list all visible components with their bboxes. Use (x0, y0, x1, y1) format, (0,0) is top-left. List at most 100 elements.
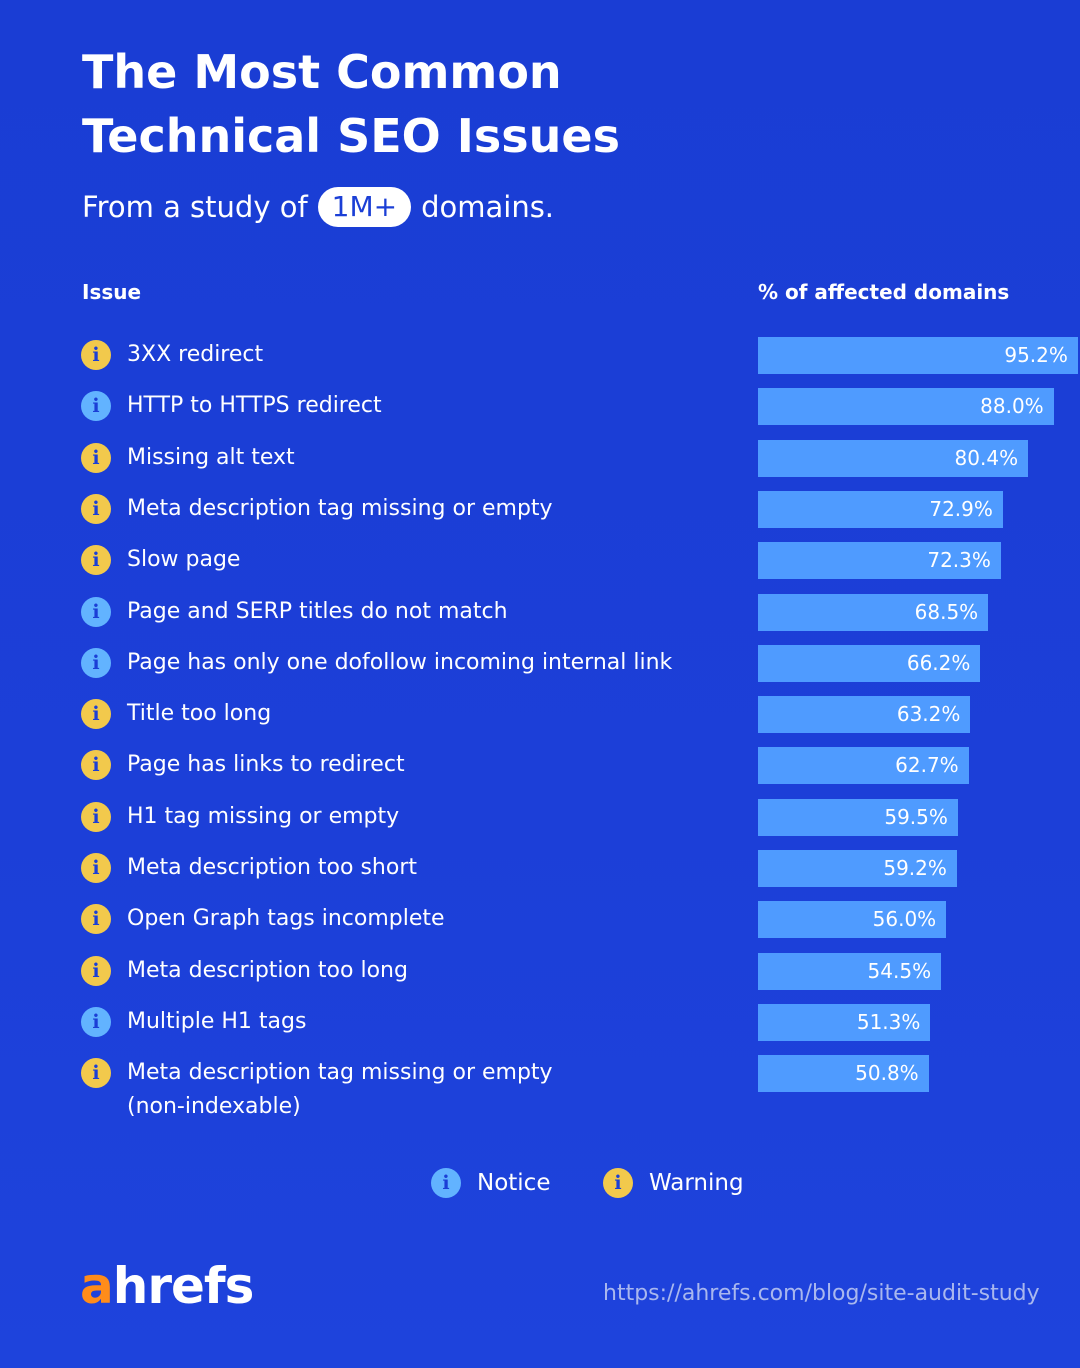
title-line-1: The Most Common (82, 45, 562, 99)
table-row: i Open Graph tags incomplete 56.0% (0, 901, 1080, 953)
study-size-pill: 1M+ (317, 187, 412, 227)
issue-label: Meta description too long (127, 954, 747, 988)
issue-label: Meta description tag missing or empty (127, 492, 747, 526)
page-title: The Most Common Technical SEO Issues (82, 40, 982, 168)
legend-item-warning: i Warning (603, 1166, 744, 1200)
issue-label: Page and SERP titles do not match (127, 595, 747, 629)
bar-value-label: 59.2% (883, 856, 947, 880)
table-row: i HTTP to HTTPS redirect 88.0% (0, 388, 1080, 440)
issue-label-line: HTTP to HTTPS redirect (127, 393, 382, 418)
bar-value-label: 50.8% (855, 1061, 919, 1085)
table-row: i Page has links to redirect 62.7% (0, 747, 1080, 799)
bar: 72.9% (758, 491, 1003, 528)
bar-value-label: 66.2% (906, 651, 971, 675)
bar-value-label: 54.5% (867, 959, 932, 983)
issue-label: Meta description tag missing or empty (no… (127, 1056, 747, 1124)
ahrefs-logo: ahrefs (80, 1256, 255, 1316)
issue-label: Multiple H1 tags (127, 1005, 747, 1039)
legend: i Notice i Warning (0, 1166, 1080, 1200)
source-url: https://ahrefs.com/blog/site-audit-study (603, 1281, 1040, 1306)
table-row: i Meta description too short 59.2% (0, 850, 1080, 902)
issue-label-line: Slow page (127, 547, 241, 572)
warning-info-icon: i (81, 699, 111, 729)
warning-info-icon: i (81, 904, 111, 934)
issue-label-line: (non-indexable) (127, 1094, 301, 1119)
warning-info-icon: i (81, 956, 111, 986)
title-line-2: Technical SEO Issues (82, 109, 620, 163)
bar: 66.2% (758, 645, 981, 682)
table-row: i Meta description tag missing or empty (n… (0, 1055, 1080, 1119)
warning-info-icon: i (81, 1058, 111, 1088)
issue-label-line: Meta description too long (127, 958, 408, 983)
issue-label-line: Multiple H1 tags (127, 1009, 307, 1034)
table-row: i Slow page 72.3% (0, 542, 1080, 594)
bar-value-label: 51.3% (856, 1010, 921, 1034)
warning-info-icon: i (81, 443, 111, 473)
bar-value-label: 72.9% (929, 497, 993, 521)
table-row: i 3XX redirect 95.2% (0, 337, 1080, 389)
notice-info-icon: i (81, 1007, 111, 1037)
issue-label: Title too long (127, 697, 747, 731)
issue-label: Meta description too short (127, 851, 747, 885)
percent-column-header: % of affected domains (758, 280, 1010, 304)
warning-info-icon: i (603, 1168, 633, 1198)
notice-info-icon: i (81, 391, 111, 421)
logo-letter-a: a (80, 1257, 114, 1315)
bar: 72.3% (758, 542, 1001, 579)
bar: 59.5% (758, 799, 958, 836)
subtitle-text-after: domains. (421, 190, 555, 224)
bar-value-label: 72.3% (927, 548, 991, 572)
issue-label-line: Meta description tag missing or empty (127, 1060, 553, 1085)
notice-info-icon: i (81, 597, 111, 627)
legend-label-notice: Notice (477, 1170, 551, 1196)
bar: 63.2% (758, 696, 971, 733)
table-row: i Multiple H1 tags 51.3% (0, 1004, 1080, 1056)
issue-label-line: 3XX redirect (127, 342, 264, 367)
warning-info-icon: i (81, 494, 111, 524)
bar: 95.2% (758, 337, 1078, 374)
table-row: i Title too long 63.2% (0, 696, 1080, 748)
subtitle-text-before: From a study of (82, 190, 308, 224)
table-row: i Page and SERP titles do not match 68.5% (0, 594, 1080, 646)
bar: 50.8% (758, 1055, 929, 1092)
issue-label: Open Graph tags incomplete (127, 902, 747, 936)
issue-label-line: Missing alt text (127, 445, 295, 470)
bar-value-label: 95.2% (1004, 343, 1068, 367)
table-row: i H1 tag missing or empty 59.5% (0, 799, 1080, 851)
logo-rest: hrefs (112, 1257, 255, 1315)
bar: 80.4% (758, 440, 1029, 477)
warning-info-icon: i (81, 545, 111, 575)
notice-info-icon: i (431, 1168, 461, 1198)
bar: 54.5% (758, 953, 942, 990)
issue-label: H1 tag missing or empty (127, 800, 747, 834)
warning-info-icon: i (81, 750, 111, 780)
legend-item-notice: i Notice (431, 1166, 550, 1200)
bar-value-label: 80.4% (954, 446, 1019, 470)
legend-label-warning: Warning (649, 1170, 744, 1196)
bar: 59.2% (758, 850, 957, 887)
issue-label-line: H1 tag missing or empty (127, 804, 400, 829)
issue-label-line: Meta description tag missing or empty (127, 496, 553, 521)
subtitle: From a study of 1M+ domains. (82, 184, 554, 230)
table-row: i Meta description tag missing or empty 72… (0, 491, 1080, 543)
issue-label-line: Page has links to redirect (127, 752, 405, 777)
issue-label-line: Meta description too short (127, 855, 418, 880)
table-row: i Page has only one dofollow incoming int… (0, 645, 1080, 697)
warning-info-icon: i (81, 802, 111, 832)
bar: 68.5% (758, 594, 989, 631)
bar: 62.7% (758, 747, 969, 784)
issue-label-line: Open Graph tags incomplete (127, 906, 445, 931)
warning-info-icon: i (81, 340, 111, 370)
issue-label: Missing alt text (127, 441, 747, 475)
issue-label: HTTP to HTTPS redirect (127, 389, 747, 423)
bar-value-label: 56.0% (872, 907, 937, 931)
issue-label: Slow page (127, 543, 747, 577)
issue-label-line: Page and SERP titles do not match (127, 599, 508, 624)
bar-value-label: 88.0% (980, 394, 1044, 418)
issue-column-header: Issue (82, 280, 142, 304)
bar-value-label: 63.2% (896, 702, 961, 726)
issue-label: 3XX redirect (127, 338, 747, 372)
bar-value-label: 62.7% (895, 753, 959, 777)
issue-label-line: Title too long (127, 701, 272, 726)
